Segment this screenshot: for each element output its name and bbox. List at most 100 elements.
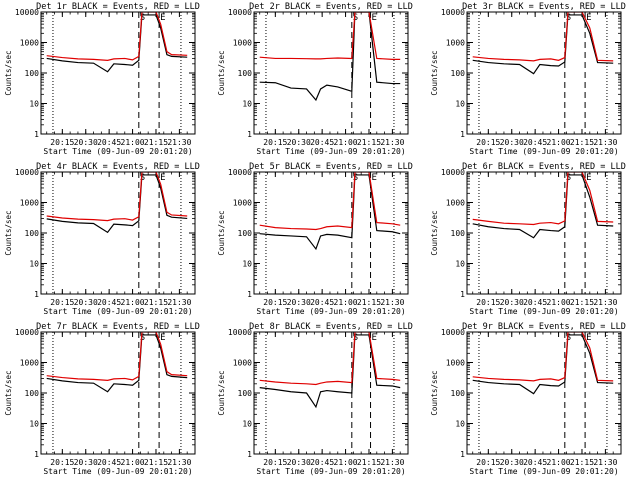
x-tick-label: 21:00 (121, 138, 145, 147)
panel-det-4: Det 4r BLACK = Events, RED = LLD 1 10 100 10… (4, 162, 200, 316)
marker-label-e: E (160, 333, 165, 343)
x-tick-label: 20:45 (310, 138, 334, 147)
y-tick-label: 10 (455, 420, 465, 429)
y-tick-label: 100 (451, 389, 466, 398)
series-group (259, 12, 401, 102)
x-tick-label: 21:30 (593, 138, 617, 147)
x-tick-label: 20:45 (310, 298, 334, 307)
x-axis-label: Start Time (09-Jun-09 20:01:20) (469, 307, 618, 316)
x-tick-label: 21:15 (357, 298, 381, 307)
series-lld-line (472, 172, 614, 226)
x-axis-label: Start Time (09-Jun-09 20:01:20) (469, 467, 618, 476)
x-tick-label: 20:30 (287, 298, 311, 307)
y-tick-label: 100 (238, 69, 253, 78)
y-tick-label: 10 (242, 100, 252, 109)
y-tick-label: 1 (460, 290, 465, 299)
x-axis-label: Start Time (09-Jun-09 20:01:20) (256, 307, 405, 316)
y-tick-label: 1 (247, 290, 252, 299)
y-tick-label: 1000 (446, 39, 465, 48)
x-tick-label: 20:45 (310, 458, 334, 467)
x-tick-label: 21:00 (334, 138, 358, 147)
marker-label-s: S (353, 333, 358, 343)
marker-label-e: E (160, 13, 165, 23)
series-events-line (472, 174, 614, 239)
series-group (46, 12, 188, 73)
x-axis-label: Start Time (09-Jun-09 20:01:20) (256, 147, 405, 156)
plot-frame (466, 171, 622, 295)
x-tick-label: 21:30 (593, 298, 617, 307)
y-tick-label: 10 (242, 260, 252, 269)
x-tick-label: 21:00 (334, 458, 358, 467)
panel-title: Det 5r BLACK = Events, RED = LLD (249, 162, 413, 172)
plot-frame (40, 171, 196, 295)
x-tick-label: 20:15 (476, 138, 500, 147)
y-tick-label: 1000 (20, 359, 39, 368)
series-events-line (472, 14, 614, 75)
panel-title: Det 3r BLACK = Events, RED = LLD (462, 2, 626, 12)
marker-label-s: S (140, 173, 145, 183)
marker-label-e: E (160, 173, 165, 183)
y-axis-label: Counts/sec (217, 370, 226, 415)
y-tick-label: 100 (238, 229, 253, 238)
panel-det-1: Det 1r BLACK = Events, RED = LLD 1 10 100 10… (4, 2, 200, 156)
marker-label-e: E (586, 173, 591, 183)
series-group (472, 332, 614, 395)
x-tick-label: 21:00 (547, 298, 571, 307)
y-tick-label: 100 (451, 229, 466, 238)
x-tick-label: 20:15 (476, 298, 500, 307)
x-tick-label: 21:30 (380, 458, 404, 467)
y-axis-label: Counts/sec (430, 370, 439, 415)
x-tick-label: 21:15 (144, 458, 168, 467)
y-tick-label: 10 (29, 260, 39, 269)
series-events-line (259, 174, 401, 251)
x-axis-label: Start Time (09-Jun-09 20:01:20) (43, 307, 192, 316)
series-lld-line (46, 172, 188, 222)
y-tick-label: 1000 (233, 39, 252, 48)
marker-label-e: E (372, 13, 377, 23)
y-tick-label: 10 (455, 100, 465, 109)
x-tick-label: 21:30 (380, 298, 404, 307)
series-lld-line (259, 172, 401, 231)
x-tick-label: 21:00 (547, 138, 571, 147)
y-tick-label: 10000 (15, 168, 39, 177)
y-tick-label: 10000 (228, 168, 252, 177)
panel-det-7: Det 7r BLACK = Events, RED = LLD 1 10 100 10… (4, 322, 200, 476)
x-tick-label: 21:30 (167, 298, 191, 307)
y-tick-label: 1 (34, 290, 39, 299)
x-tick-label: 21:30 (167, 458, 191, 467)
panel-title: Det 6r BLACK = Events, RED = LLD (462, 162, 626, 172)
y-axis-label: Counts/sec (4, 50, 13, 95)
series-events-line (259, 12, 401, 102)
y-axis-label: Counts/sec (430, 210, 439, 255)
series-lld-line (259, 12, 401, 60)
x-tick-label: 20:45 (97, 138, 121, 147)
series-events-line (472, 334, 614, 395)
y-tick-label: 1 (460, 130, 465, 139)
x-tick-label: 21:30 (167, 138, 191, 147)
marker-label-s: S (566, 13, 571, 23)
x-tick-label: 21:00 (334, 298, 358, 307)
x-tick-label: 21:00 (121, 298, 145, 307)
plot-frame (40, 331, 196, 455)
x-tick-label: 20:15 (50, 138, 74, 147)
x-tick-label: 20:15 (263, 458, 287, 467)
x-axis-label: Start Time (09-Jun-09 20:01:20) (43, 467, 192, 476)
panel-det-9: Det 9r BLACK = Events, RED = LLD 1 10 100 10… (430, 322, 626, 476)
y-tick-label: 10 (242, 420, 252, 429)
x-tick-label: 20:45 (523, 298, 547, 307)
y-axis-label: Counts/sec (430, 50, 439, 95)
marker-label-e: E (586, 333, 591, 343)
y-tick-label: 1000 (446, 199, 465, 208)
series-lld-line (472, 12, 614, 62)
y-tick-label: 1 (247, 450, 252, 459)
series-group (46, 332, 188, 393)
y-tick-label: 100 (25, 69, 40, 78)
x-tick-label: 21:15 (570, 458, 594, 467)
series-events-line (46, 334, 188, 393)
x-tick-label: 21:15 (357, 458, 381, 467)
x-tick-label: 20:30 (74, 138, 98, 147)
x-tick-label: 21:30 (593, 458, 617, 467)
x-tick-label: 20:45 (97, 458, 121, 467)
series-lld-line (259, 332, 401, 386)
x-tick-label: 20:45 (523, 458, 547, 467)
